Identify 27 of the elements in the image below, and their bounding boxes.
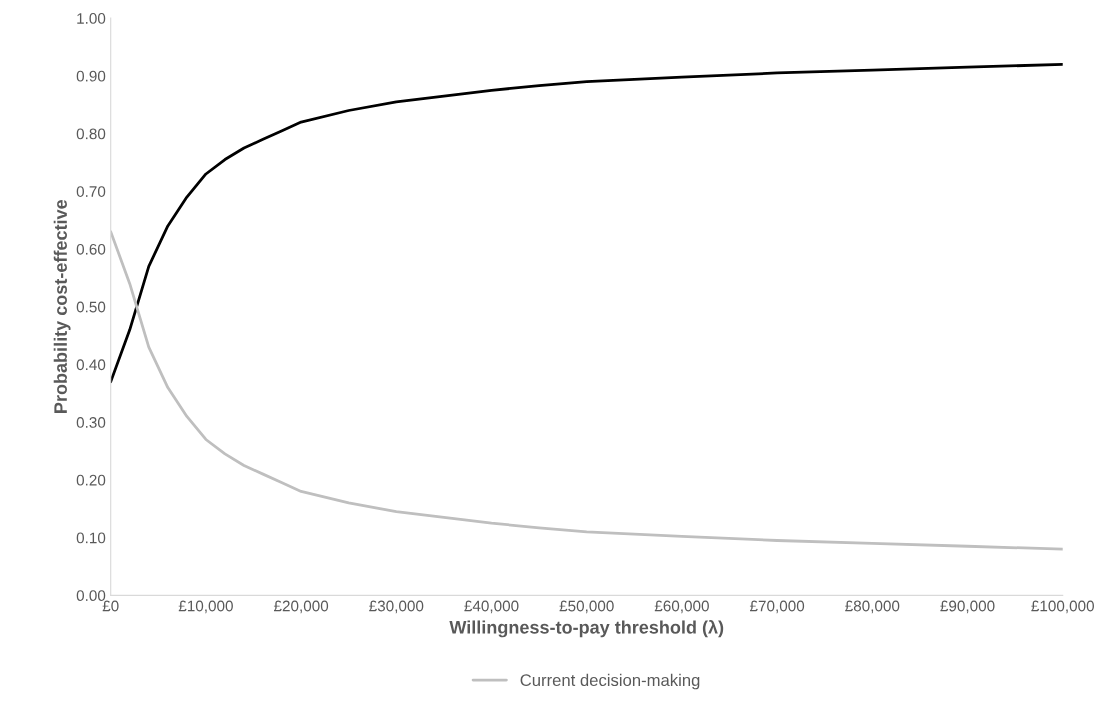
y-tick-label: 0.90 — [76, 70, 106, 82]
x-tick-label: £20,000 — [273, 600, 329, 614]
x-axis-title: Willingness-to-pay threshold (λ) — [449, 619, 724, 638]
x-tick-label: £80,000 — [845, 600, 900, 614]
y-tick-label: 0.70 — [76, 186, 106, 197]
x-tick-label: £60,000 — [654, 600, 709, 614]
line-series — [110, 230, 1063, 551]
line-series — [110, 62, 1063, 384]
y-axis-title: Probability cost-effective — [53, 199, 71, 413]
y-tick-label: 0.30 — [76, 417, 106, 428]
x-tick-label: £30,000 — [369, 600, 424, 614]
y-tick-label: 0.00 — [76, 590, 106, 602]
x-tick-label: £70,000 — [749, 600, 805, 614]
x-tick-label: £0 — [102, 600, 119, 612]
y-tick-label: 0.10 — [76, 532, 106, 544]
y-tick-label: 0.80 — [76, 128, 106, 140]
y-tick-label: 0.60 — [76, 243, 106, 255]
y-tick-label: 1.00 — [77, 13, 106, 24]
x-tick-label: £40,000 — [464, 600, 519, 614]
x-tick-label: £10,000 — [178, 600, 233, 614]
x-tick-label: £100,000 — [1031, 600, 1094, 614]
y-tick-label: 0.50 — [76, 301, 106, 313]
x-tick-label: £90,000 — [940, 600, 995, 614]
legend-label: Current decision-making — [520, 673, 700, 690]
y-tick-label: 0.20 — [76, 474, 106, 486]
y-tick-label: 0.40 — [76, 359, 106, 371]
x-tick-label: £50,000 — [559, 600, 614, 614]
